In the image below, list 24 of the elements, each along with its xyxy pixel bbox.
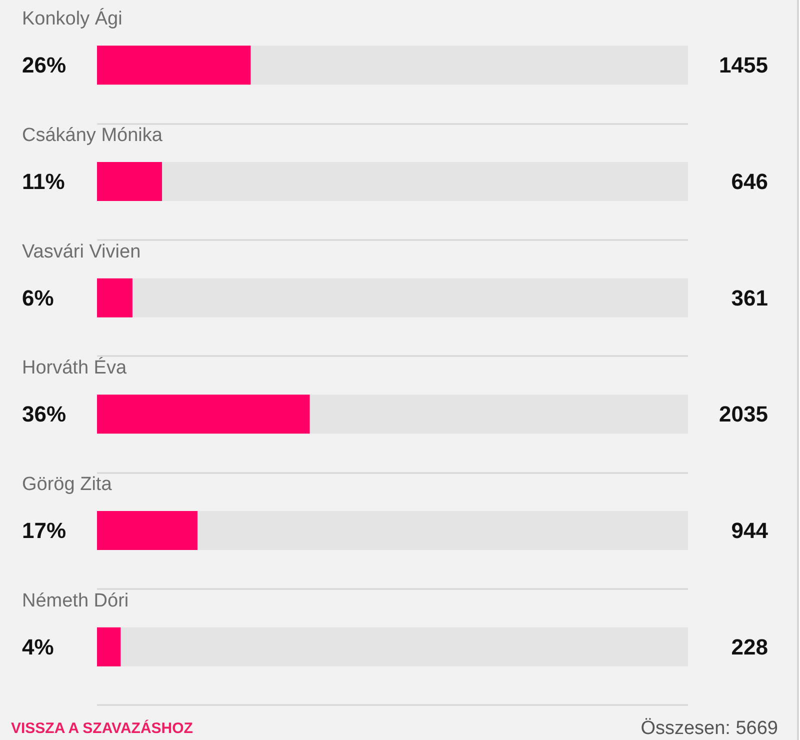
y-tick-label: Csákány Mónika bbox=[22, 125, 163, 146]
text: 1455 bbox=[719, 52, 768, 78]
data-label: 6% bbox=[22, 285, 54, 310]
data-label: 11% bbox=[22, 169, 65, 194]
data-label: 26% bbox=[22, 52, 66, 78]
y-tick-label: Görög Zita bbox=[22, 474, 112, 495]
bar bbox=[97, 627, 121, 666]
y-tick-label: Horváth Éva bbox=[22, 356, 127, 379]
bar bbox=[97, 278, 132, 318]
text: 944 bbox=[731, 518, 769, 543]
data-label: 17% bbox=[22, 518, 66, 543]
text: VISSZA A SZAVAZÁSHOZ bbox=[11, 719, 193, 737]
text: 361 bbox=[731, 285, 768, 310]
text: Összesen: 5669 bbox=[640, 718, 778, 739]
bar bbox=[97, 511, 198, 550]
data-label: 4% bbox=[22, 634, 54, 660]
data-label: 36% bbox=[22, 402, 66, 427]
y-tick-label: Németh Dóri bbox=[22, 590, 129, 612]
text: 228 bbox=[731, 634, 768, 660]
text: 646 bbox=[731, 169, 768, 194]
y-tick-label: Konkoly Ági bbox=[22, 8, 122, 30]
bar bbox=[97, 162, 162, 201]
y-tick-label: Vasvári Vivien bbox=[22, 241, 141, 262]
text: 2035 bbox=[719, 402, 768, 427]
